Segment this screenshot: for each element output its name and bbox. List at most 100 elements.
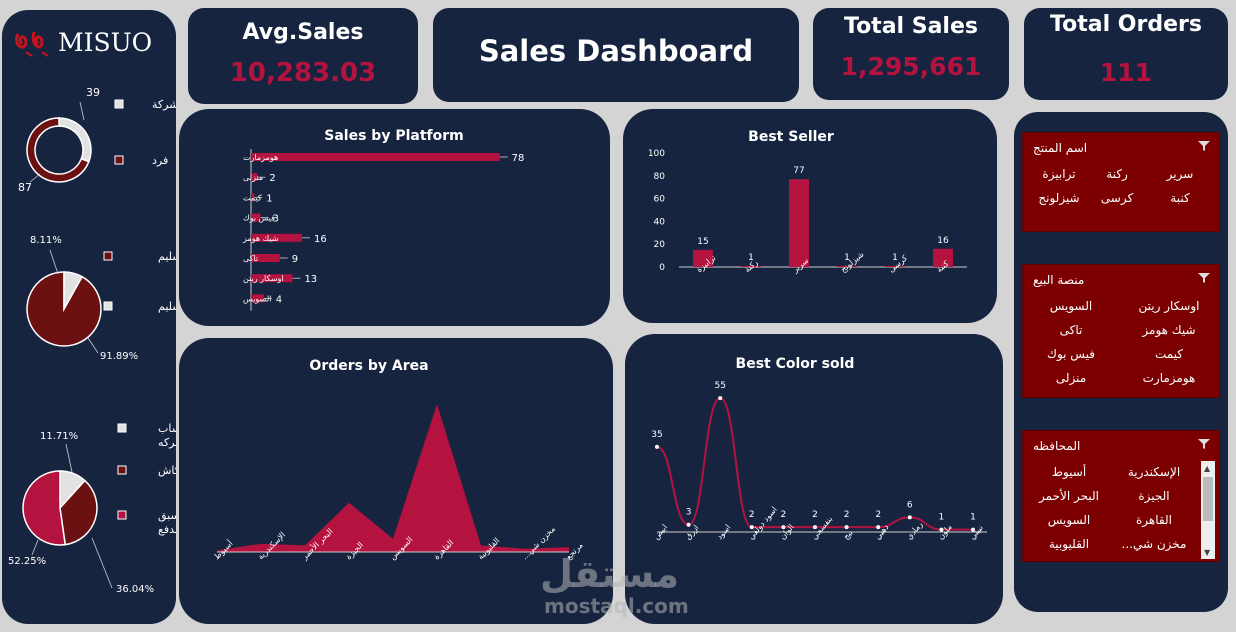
page-title: Sales Dashboard [478,34,754,68]
bar [885,265,905,267]
logo-text: MISUO [58,28,153,57]
slicer-item[interactable]: شيك هومز [1142,323,1196,337]
bar [251,213,261,222]
legend-label-cont: الدفع [158,523,176,536]
slicer-item[interactable]: شيزلونج [1038,191,1080,205]
slicer-item[interactable]: فيس بوك [1047,347,1095,361]
title-card: Sales Dashboard [433,8,799,102]
data-label: 15 [697,237,708,247]
category-label: شيك هومز [242,234,279,243]
y-tick-label: 60 [654,195,666,205]
leader-line [91,537,113,589]
legend-swatch [114,155,124,165]
slicer-item[interactable]: ركنة [1106,167,1128,181]
data-label: 11.71% [40,431,78,442]
slicer-item[interactable]: الجيزة [1138,489,1170,503]
best-color-card: Best Color sold 35 ابيض 3 ازرق 55 اسود 2 اسود دو… [625,334,1003,624]
data-point [939,527,944,532]
data-label: 2 [269,173,275,184]
slicer-item[interactable]: كرسى [1100,191,1134,205]
legend-label: شركة [152,98,176,111]
category-label: بيج [841,528,854,541]
data-label: 4 [276,294,282,305]
data-point [686,522,691,527]
chart-title: Orders by Area [309,358,428,374]
slicer-item[interactable]: الإسكندرية [1127,465,1181,479]
slicer-item[interactable]: القليوبية [1048,537,1090,551]
slicer-item[interactable]: تاكى [1059,323,1083,337]
y-tick-label: 0 [659,263,665,273]
slicer-platform-header: منصة البيع [1033,273,1085,287]
area-series [217,404,569,552]
category-label: شيزلونج [839,250,866,275]
slicer-item[interactable]: سرير [1166,167,1194,181]
data-label: 2 [781,510,787,520]
orders-by-area-card: Orders by Area أسيوط الإسكندرية البحر الأحم… [179,338,613,624]
pie-slice [26,271,102,347]
sales-by-platform-chart: Sales by Platform 78 هومزمارت 2 منزلى 1 كيمت 3ف… [242,128,524,311]
slicer-item[interactable]: أسيوط [1051,465,1087,479]
data-label: 3 [686,508,692,518]
data-label: 55 [714,381,725,391]
data-point [749,525,754,530]
bar [251,294,264,303]
chart-title: Sales by Platform [324,128,463,144]
pie-slice [22,470,67,546]
slicer-item[interactable]: هومزمارت [1142,371,1196,385]
slicer-item[interactable]: البحر الأحمر [1039,489,1099,503]
slicer-item[interactable]: كيمت [1154,347,1184,361]
data-label: 87 [18,181,32,194]
pie-slice [58,117,92,163]
bar [837,265,857,267]
slicer-item[interactable]: السويس [1047,513,1091,527]
avg-sales-title: Avg.Sales [242,20,364,45]
leader-line [79,101,85,121]
clear-filter-icon[interactable] [1197,271,1211,285]
bar [251,173,258,182]
bar [251,233,302,242]
slicer-item[interactable]: اوسكار ريتن [1138,299,1200,313]
clear-filter-icon[interactable] [1197,437,1211,451]
bar [789,179,809,267]
slicer-governorate: المحافظه الإسكندرية أسيوط الجيزة البحر ا… [1022,430,1220,562]
legend-label: تم التسليم [158,250,176,263]
slicer-item[interactable]: ترابيزة [1042,167,1076,181]
data-point [781,525,786,530]
total-sales-card: Total Sales 1,295,661 [813,8,1009,100]
data-label: 1 [970,513,976,523]
data-point [971,527,975,532]
slicer-item[interactable]: القاهرة [1136,513,1172,527]
data-point [844,525,849,530]
logo-icon [15,31,49,57]
slicer-item[interactable]: مخزن شي... [1121,537,1187,551]
left-charts: 39 87 شركة فرد 8.11% 91.89% تم التسليم فشل التس… [8,86,176,595]
data-label: 2 [875,510,881,520]
data-label: 13 [304,274,317,285]
slicer-scrollbar[interactable]: ▲ ▼ [1201,461,1215,559]
category-label: هومزمارت [243,153,278,162]
leader-line [65,443,73,473]
category-label: رمادي [904,520,924,542]
avg-sales-value: 10,283.03 [229,58,377,88]
sales-by-platform-card: Sales by Platform 78 هومزمارت 2 منزلى 1 كيمت 3 ف… [179,109,610,326]
slicer-item[interactable]: منزلى [1055,371,1087,385]
leader-line [29,173,41,183]
data-label: 36.04% [116,584,154,595]
legend-label: فشل التسليم [158,300,176,313]
slicer-item[interactable]: كنبة [1170,191,1190,205]
total-sales-title: Total Sales [843,14,978,39]
category-label: كرسى [887,253,909,274]
data-point [813,525,817,530]
clear-filter-icon[interactable] [1197,139,1211,153]
data-point [876,525,881,530]
data-label: 1 [844,253,850,263]
total-orders-title: Total Orders [1050,12,1202,37]
filter-panel: اسم المنتج سرير ركنة ترابيزة كنبة كرسى ش… [1014,112,1228,612]
slicer-item[interactable]: السويس [1049,299,1093,313]
data-label: 52.25% [8,556,46,567]
data-point [718,396,723,401]
data-label: 6 [907,500,913,510]
data-label: 1 [892,253,898,263]
